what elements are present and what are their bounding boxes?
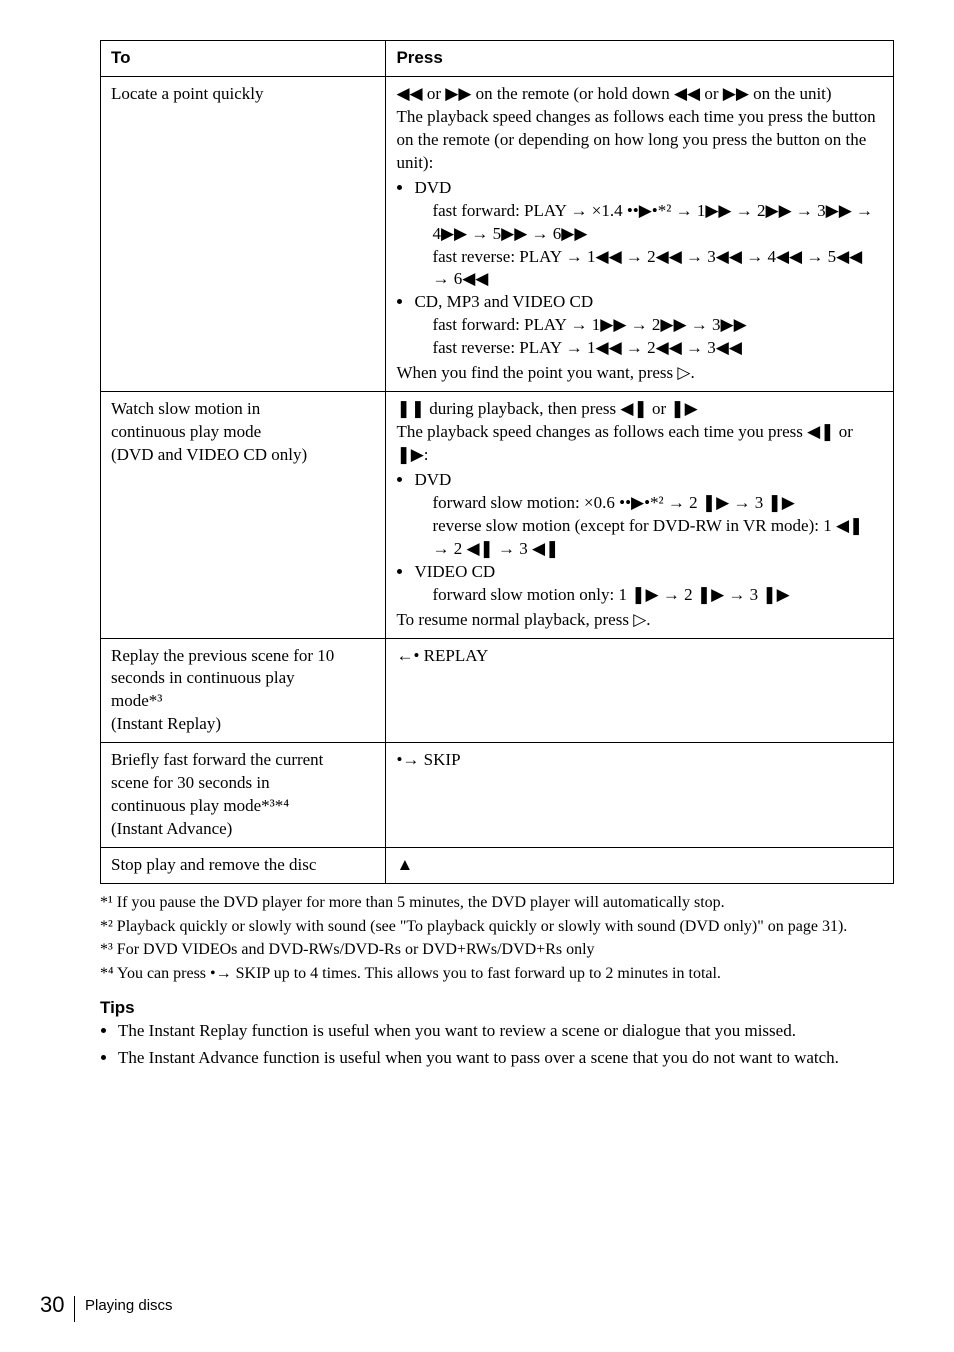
row2-to-l0: Replay the previous scene for 10: [111, 646, 334, 665]
table-row: Briefly fast forward the current scene f…: [101, 743, 894, 848]
row0-b1-label: CD, MP3 and VIDEO CD: [414, 292, 593, 311]
row3-press: •→ SKIP: [386, 743, 894, 848]
page-footer: 30 Playing discs: [40, 1292, 173, 1322]
row3-to-l3: (Instant Advance): [111, 819, 232, 838]
row1-b0-l1: reverse slow motion (except for DVD-RW i…: [414, 515, 883, 561]
row1-bullet0: DVD forward slow motion: ×0.6 ••▶•*² → 2…: [414, 469, 883, 561]
row1-to-l2: (DVD and VIDEO CD only): [111, 445, 307, 464]
row4-press: ▲: [386, 848, 894, 884]
table-row: Watch slow motion in continuous play mod…: [101, 392, 894, 638]
row3-to: Briefly fast forward the current scene f…: [101, 743, 386, 848]
row0-b1-l1: fast reverse: PLAY → 1◀◀ → 2◀◀ → 3◀◀: [414, 337, 883, 360]
table-row: Stop play and remove the disc ▲: [101, 848, 894, 884]
footnote-1: *¹ If you pause the DVD player for more …: [100, 892, 894, 914]
row3-to-l0: Briefly fast forward the current: [111, 750, 323, 769]
row0-b0-l1: fast reverse: PLAY → 1◀◀ → 2◀◀ → 3◀◀ → 4…: [414, 246, 883, 292]
row2-to: Replay the previous scene for 10 seconds…: [101, 638, 386, 743]
section-label: Playing discs: [85, 1297, 173, 1314]
row3-to-l1: scene for 30 seconds in: [111, 773, 270, 792]
tips-heading: Tips: [100, 998, 894, 1018]
row2-to-l1: seconds in continuous play: [111, 668, 295, 687]
table-header-row: To Press: [101, 41, 894, 77]
footer-separator: [74, 1296, 75, 1322]
row1-b1-label: VIDEO CD: [414, 562, 495, 581]
row0-bullet1: CD, MP3 and VIDEO CD fast forward: PLAY …: [414, 291, 883, 360]
row0-b0-label: DVD: [414, 178, 451, 197]
tips-list: The Instant Replay function is useful wh…: [100, 1020, 894, 1070]
row1-outro: To resume normal playback, press ▷.: [396, 610, 650, 629]
table-row: Replay the previous scene for 10 seconds…: [101, 638, 894, 743]
row1-b1-l0: forward slow motion only: 1 ❚▶ → 2 ❚▶ → …: [414, 584, 883, 607]
row0-b1-l0: fast forward: PLAY → 1▶▶ → 2▶▶ → 3▶▶: [414, 314, 883, 337]
row1-intro1: ❚❚ during playback, then press ◀❚ or ❚▶: [396, 399, 697, 418]
row1-bullets: DVD forward slow motion: ×0.6 ••▶•*² → 2…: [396, 469, 883, 607]
row3-to-l2: continuous play mode*³*⁴: [111, 796, 289, 815]
tip-1: The Instant Advance function is useful w…: [118, 1047, 894, 1070]
footnote-3: *³ For DVD VIDEOs and DVD-RWs/DVD-Rs or …: [100, 939, 894, 961]
row1-to-l1: continuous play mode: [111, 422, 261, 441]
row0-bullet0: DVD fast forward: PLAY → ×1.4 ••▶•*² → 1…: [414, 177, 883, 292]
row1-to: Watch slow motion in continuous play mod…: [101, 392, 386, 638]
row2-to-l3: (Instant Replay): [111, 714, 221, 733]
row0-press: ◀◀ or ▶▶ on the remote (or hold down ◀◀ …: [386, 76, 894, 391]
page-number: 30: [40, 1292, 64, 1317]
row1-b0-label: DVD: [414, 470, 451, 489]
header-press: Press: [386, 41, 894, 77]
row1-to-l0: Watch slow motion in: [111, 399, 260, 418]
row1-b0-l0: forward slow motion: ×0.6 ••▶•*² → 2 ❚▶ …: [414, 492, 883, 515]
row2-to-l2: mode*³: [111, 691, 162, 710]
row1-press: ❚❚ during playback, then press ◀❚ or ❚▶ …: [386, 392, 894, 638]
footnote-2: *² Playback quickly or slowly with sound…: [100, 916, 894, 938]
row4-to: Stop play and remove the disc: [101, 848, 386, 884]
row0-b0-l0: fast forward: PLAY → ×1.4 ••▶•*² → 1▶▶ →…: [414, 200, 883, 246]
row1-intro2: The playback speed changes as follows ea…: [396, 422, 852, 464]
tip-0: The Instant Replay function is useful wh…: [118, 1020, 894, 1043]
table-row: Locate a point quickly ◀◀ or ▶▶ on the r…: [101, 76, 894, 391]
row0-outro: When you find the point you want, press …: [396, 363, 694, 382]
row0-bullets: DVD fast forward: PLAY → ×1.4 ••▶•*² → 1…: [396, 177, 883, 361]
footnotes: *¹ If you pause the DVD player for more …: [100, 892, 894, 984]
header-to: To: [101, 41, 386, 77]
controls-table: To Press Locate a point quickly ◀◀ or ▶▶…: [100, 40, 894, 884]
row2-press: ←• REPLAY: [386, 638, 894, 743]
row0-intro2: The playback speed changes as follows ea…: [396, 107, 875, 172]
footnote-4: *⁴ You can press •→ SKIP up to 4 times. …: [100, 963, 894, 985]
row0-intro1: ◀◀ or ▶▶ on the remote (or hold down ◀◀ …: [396, 84, 831, 103]
row0-to: Locate a point quickly: [101, 76, 386, 391]
row1-bullet1: VIDEO CD forward slow motion only: 1 ❚▶ …: [414, 561, 883, 607]
